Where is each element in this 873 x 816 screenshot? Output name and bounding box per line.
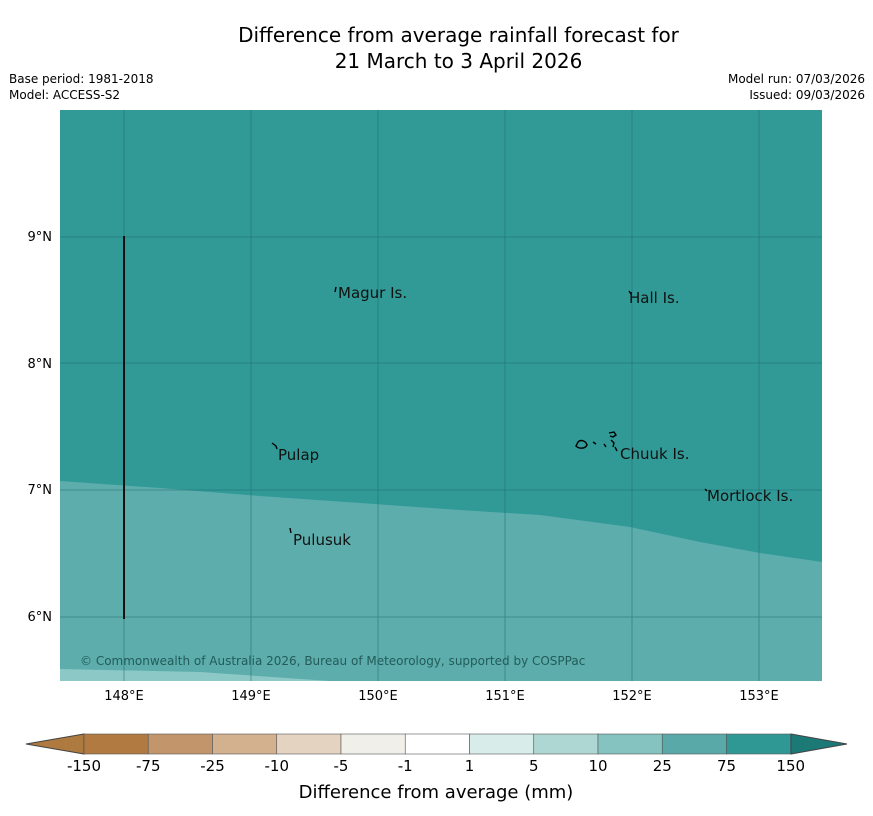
colorbar-segment <box>469 733 535 755</box>
lat-tick-6: 6°N <box>28 610 53 625</box>
colorbar-segment <box>83 733 149 755</box>
chart-title: Difference from average rainfall forecas… <box>0 22 873 74</box>
place-label-chuuk: Chuuk Is. <box>620 445 689 463</box>
light-region <box>60 669 330 681</box>
place-labels: Magur Is. Hall Is. Pulap Chuuk Is. Mortl… <box>278 284 793 549</box>
colorbar-tick-label: -150 <box>67 757 101 775</box>
lon-tick-149: 149°E <box>231 689 271 704</box>
lat-tick-9: 9°N <box>28 230 53 245</box>
issued-text: Issued: 09/03/2026 <box>749 88 865 102</box>
colorbar: -150 -75 -25 -10 -5 -1 1 5 10 25 75 150 Difference … <box>25 733 848 803</box>
moderate-region <box>60 481 822 681</box>
colorbar-title: Difference from average (mm) <box>299 782 574 803</box>
lon-tick-150: 150°E <box>358 689 398 704</box>
colorbar-tick-label: -75 <box>136 757 161 775</box>
lat-tick-7: 7°N <box>28 483 53 498</box>
lon-tick-148: 148°E <box>104 689 144 704</box>
colorbar-segment <box>661 733 727 755</box>
place-label-pulusuk: Pulusuk <box>293 531 351 549</box>
title-line-2: 21 March to 3 April 2026 <box>334 49 583 73</box>
island-magur <box>334 286 337 293</box>
island-pulap <box>271 442 278 450</box>
info-right: Model run: 07/03/2026 Issued: 09/03/2026 <box>728 71 865 103</box>
title-line-1: Difference from average rainfall forecas… <box>238 23 679 47</box>
colorbar-tick-label: 10 <box>588 757 607 775</box>
colorbar-segment <box>212 733 278 755</box>
gridlines <box>60 110 822 681</box>
base-period-text: Base period: 1981-2018 <box>9 72 154 86</box>
colorbar-segment <box>533 733 599 755</box>
colorbar-tick-label: 75 <box>717 757 736 775</box>
place-label-magur: Magur Is. <box>338 284 407 302</box>
island-outlines <box>271 286 708 534</box>
lon-tick-151: 151°E <box>485 689 525 704</box>
colorbar-tick-label: 150 <box>776 757 805 775</box>
info-left: Base period: 1981-2018 Model: ACCESS-S2 <box>9 71 154 103</box>
island-mortlock <box>704 488 708 492</box>
island-pulusuk <box>289 527 292 534</box>
colorbar-segment <box>726 733 792 755</box>
colorbar-tick-label: 5 <box>529 757 539 775</box>
model-text: Model: ACCESS-S2 <box>9 88 121 102</box>
island-chuuk <box>575 431 618 452</box>
colorbar-tick-label: 1 <box>465 757 475 775</box>
colorbar-arrow-right <box>790 733 848 755</box>
colorbar-tick-label: -25 <box>200 757 225 775</box>
model-run-text: Model run: 07/03/2026 <box>727 72 865 86</box>
lat-tick-8: 8°N <box>28 357 53 372</box>
colorbar-tick-label: -1 <box>398 757 413 775</box>
colorbar-tick-label: -5 <box>334 757 349 775</box>
colorbar-labels: -150 -75 -25 -10 -5 -1 1 5 10 25 75 150 <box>67 757 805 775</box>
place-label-pulap: Pulap <box>278 446 319 464</box>
colorbar-tick-label: -10 <box>265 757 290 775</box>
colorbar-segment <box>276 733 342 755</box>
colorbar-tick-label: 25 <box>653 757 672 775</box>
lat-tick-labels: 9°N 8°N 7°N 6°N <box>28 230 53 625</box>
colorbar-segments <box>83 733 792 755</box>
place-label-hall: Hall Is. <box>629 289 680 307</box>
place-label-mortlock: Mortlock Is. <box>707 487 793 505</box>
colorbar-segment <box>597 733 663 755</box>
colorbar-segment <box>147 733 213 755</box>
map-area: Magur Is. Hall Is. Pulap Chuuk Is. Mortl… <box>60 110 822 681</box>
lon-tick-153: 153°E <box>739 689 779 704</box>
colorbar-segment <box>340 733 406 755</box>
copyright-text: © Commonwealth of Australia 2026, Bureau… <box>80 654 585 668</box>
island-hall <box>628 290 632 295</box>
colorbar-segment <box>404 733 470 755</box>
lon-tick-labels: 148°E 149°E 150°E 151°E 152°E 153°E <box>104 689 779 704</box>
lon-tick-152: 152°E <box>612 689 652 704</box>
colorbar-arrow-left <box>25 733 85 755</box>
